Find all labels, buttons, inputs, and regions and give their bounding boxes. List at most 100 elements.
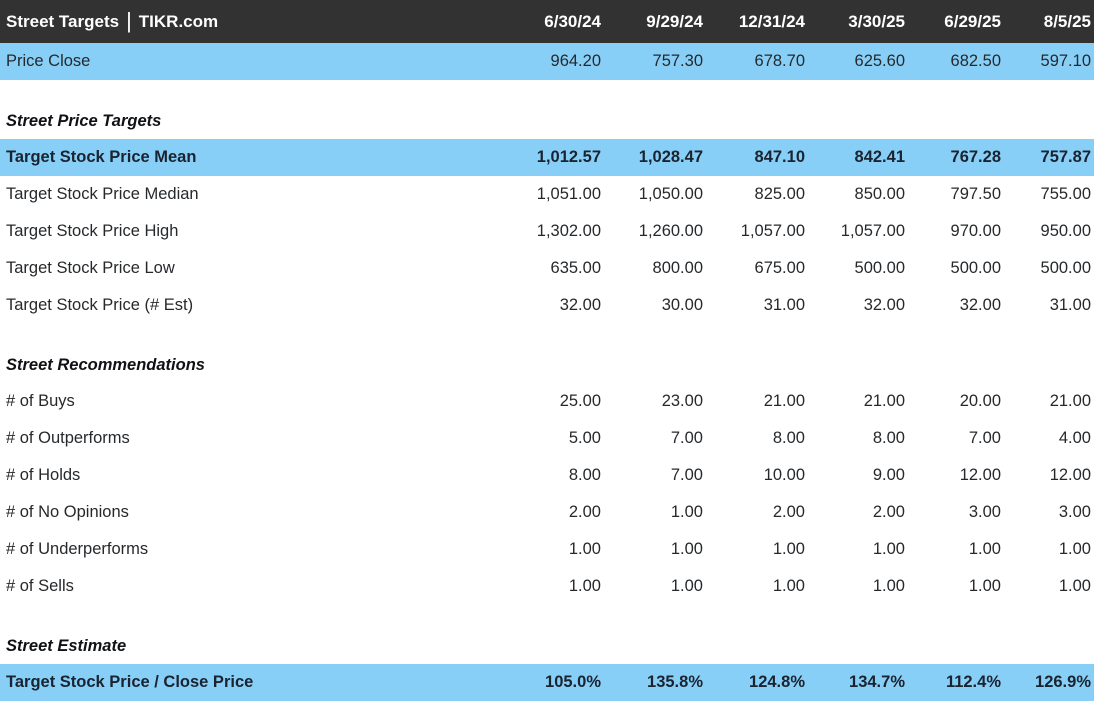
cell-value: 850.00 [854, 185, 905, 203]
cell-value: 500.00 [1040, 259, 1091, 277]
table-row: # of Underperforms 1.00 1.00 1.00 1.00 1.00 1.… [0, 531, 1094, 568]
table-row: Target Stock Price (# Est) 32.00 30.00 31.0… [0, 287, 1094, 324]
cell-value: 500.00 [950, 259, 1001, 277]
cell-value: 950.00 [1040, 222, 1091, 240]
cell-value: 1,028.47 [604, 139, 706, 176]
section-heading: Street Price Targets [6, 111, 162, 130]
cell-value: 970.00 [950, 222, 1001, 240]
cell-value: 124.8% [706, 664, 808, 701]
cell-value: 21.00 [1049, 392, 1091, 410]
section-heading-row: Street Price Targets [0, 103, 1094, 139]
cell-value: 5.00 [568, 429, 601, 447]
table-header: Street Targets | TIKR.com 6/30/24 9/29/24 … [0, 0, 1094, 43]
row-label: # of Underperforms [6, 540, 149, 558]
column-header-date: 8/5/25 [1004, 0, 1094, 43]
cell-value: 7.00 [968, 429, 1001, 447]
cell-value: 1.00 [568, 577, 601, 595]
row-label: Price Close [0, 43, 500, 80]
cell-value: 31.00 [763, 296, 805, 314]
cell-value: 1.00 [872, 540, 905, 558]
cell-value: 1,012.57 [500, 139, 604, 176]
cell-value: 964.20 [500, 43, 604, 80]
cell-value: 32.00 [863, 296, 905, 314]
table-row: Target Stock Price / Close Price 105.0% 13… [0, 664, 1094, 701]
cell-value: 1.00 [1058, 577, 1091, 595]
row-label: # of Sells [6, 577, 74, 595]
cell-value: 8.00 [872, 429, 905, 447]
cell-value: 21.00 [763, 392, 805, 410]
cell-value: 755.00 [1040, 185, 1091, 203]
cell-value: 1,260.00 [638, 222, 703, 240]
table-body: Price Close 964.20 757.30 678.70 625.60 682.5… [0, 43, 1094, 701]
row-label: Target Stock Price / Close Price [0, 664, 500, 701]
row-label: Target Stock Price High [6, 222, 179, 240]
cell-value: 3.00 [968, 503, 1001, 521]
header-row: Street Targets | TIKR.com 6/30/24 9/29/24 … [0, 0, 1094, 43]
cell-value: 1.00 [968, 577, 1001, 595]
cell-value: 2.00 [772, 503, 805, 521]
column-header-date: 3/30/25 [808, 0, 908, 43]
section-spacer [0, 80, 1094, 103]
row-label: Target Stock Price Low [6, 259, 175, 277]
cell-value: 1.00 [968, 540, 1001, 558]
cell-value: 31.00 [1049, 296, 1091, 314]
row-label: # of Outperforms [6, 429, 130, 447]
cell-value: 1.00 [670, 503, 703, 521]
cell-value: 1,051.00 [536, 185, 601, 203]
cell-value: 7.00 [670, 429, 703, 447]
cell-value: 10.00 [763, 466, 805, 484]
cell-value: 635.00 [550, 259, 601, 277]
table-row: # of Outperforms 5.00 7.00 8.00 8.00 7.00 4.00 [0, 420, 1094, 457]
cell-value: 1,050.00 [638, 185, 703, 203]
cell-value: 847.10 [706, 139, 808, 176]
cell-value: 1.00 [568, 540, 601, 558]
row-label: # of Buys [6, 392, 75, 410]
cell-value: 3.00 [1058, 503, 1091, 521]
cell-value: 1,057.00 [740, 222, 805, 240]
cell-value: 1.00 [1058, 540, 1091, 558]
table-row: Price Close 964.20 757.30 678.70 625.60 682.5… [0, 43, 1094, 80]
row-label: # of Holds [6, 466, 81, 484]
table-row: # of Buys 25.00 23.00 21.00 21.00 20.00 21.00 [0, 383, 1094, 420]
table-row: Target Stock Price Low 635.00 800.00 675.00… [0, 250, 1094, 287]
column-header-date: 6/30/24 [500, 0, 604, 43]
row-label: Target Stock Price Median [6, 185, 199, 203]
cell-value: 8.00 [772, 429, 805, 447]
cell-value: 842.41 [808, 139, 908, 176]
cell-value: 1.00 [772, 540, 805, 558]
column-header-date: 9/29/24 [604, 0, 706, 43]
cell-value: 757.87 [1004, 139, 1094, 176]
cell-value: 32.00 [959, 296, 1001, 314]
section-spacer [0, 324, 1094, 347]
cell-value: 126.9% [1004, 664, 1094, 701]
cell-value: 1,057.00 [840, 222, 905, 240]
cell-value: 625.60 [808, 43, 908, 80]
cell-value: 800.00 [652, 259, 703, 277]
cell-value: 20.00 [959, 392, 1001, 410]
section-spacer [0, 605, 1094, 628]
cell-value: 12.00 [959, 466, 1001, 484]
cell-value: 9.00 [872, 466, 905, 484]
cell-value: 767.28 [908, 139, 1004, 176]
column-header-date: 12/31/24 [706, 0, 808, 43]
cell-value: 1.00 [670, 540, 703, 558]
cell-value: 1.00 [670, 577, 703, 595]
cell-value: 825.00 [754, 185, 805, 203]
cell-value: 1.00 [772, 577, 805, 595]
cell-value: 135.8% [604, 664, 706, 701]
title-text: Street Targets [6, 11, 120, 31]
cell-value: 675.00 [754, 259, 805, 277]
row-label: Target Stock Price (# Est) [6, 296, 194, 314]
cell-value: 678.70 [706, 43, 808, 80]
section-heading: Street Recommendations [6, 355, 205, 374]
table-row: # of No Opinions 2.00 1.00 2.00 2.00 3.00 3.00 [0, 494, 1094, 531]
brand-text: TIKR.com [138, 11, 219, 31]
cell-value: 7.00 [670, 466, 703, 484]
cell-value: 30.00 [661, 296, 703, 314]
cell-value: 134.7% [808, 664, 908, 701]
row-label: # of No Opinions [6, 503, 129, 521]
cell-value: 4.00 [1058, 429, 1091, 447]
section-heading-row: Street Estimate [0, 628, 1094, 664]
cell-value: 500.00 [854, 259, 905, 277]
